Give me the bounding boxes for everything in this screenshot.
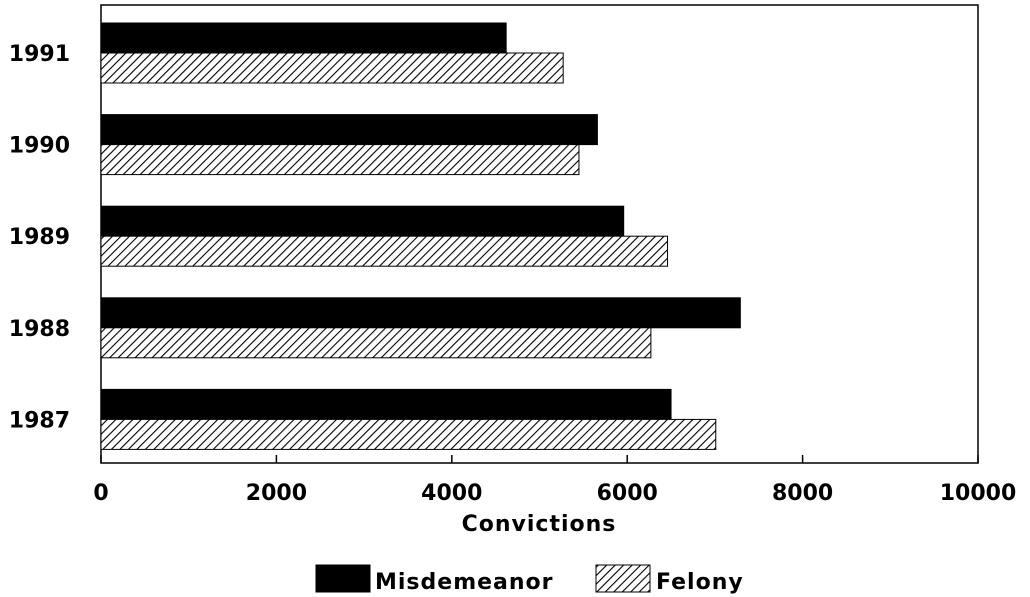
x-tick-label-4000: 4000 bbox=[421, 481, 482, 506]
bar-misdemeanor-1990 bbox=[100, 114, 598, 146]
x-tick-label-2000: 2000 bbox=[246, 481, 307, 506]
bar-felony-1987 bbox=[100, 418, 717, 450]
bar-misdemeanor-1989 bbox=[100, 205, 625, 237]
bar-misdemeanor-1991 bbox=[100, 22, 507, 54]
x-axis-title: Convictions bbox=[462, 512, 617, 537]
category-labels: 1991 1990 1989 1988 1987 bbox=[9, 42, 70, 433]
legend-swatch-felony bbox=[595, 564, 651, 593]
x-tick-label-6000: 6000 bbox=[597, 481, 658, 506]
category-label-1989: 1989 bbox=[9, 225, 70, 250]
bar-misdemeanor-1987 bbox=[100, 388, 672, 420]
x-tick-label-0: 0 bbox=[93, 481, 108, 506]
legend: Misdemeanor Felony bbox=[315, 564, 744, 595]
x-axis-ticks: 0 2000 4000 6000 8000 10000 bbox=[93, 455, 1016, 506]
bar-felony-1991 bbox=[100, 52, 564, 84]
legend-label-misdemeanor: Misdemeanor bbox=[375, 570, 554, 595]
x-tick-label-8000: 8000 bbox=[772, 481, 833, 506]
bar-felony-1989 bbox=[100, 235, 669, 267]
x-tick-label-10000: 10000 bbox=[940, 481, 1017, 506]
category-label-1990: 1990 bbox=[9, 134, 70, 159]
bar-felony-1988 bbox=[100, 327, 652, 359]
category-label-1991: 1991 bbox=[9, 42, 70, 67]
bars-group bbox=[100, 22, 741, 450]
category-label-1988: 1988 bbox=[9, 317, 70, 342]
bar-misdemeanor-1988 bbox=[100, 297, 741, 329]
legend-swatch-misdemeanor bbox=[315, 564, 371, 593]
legend-label-felony: Felony bbox=[656, 570, 744, 595]
category-label-1987: 1987 bbox=[9, 408, 70, 433]
bar-felony-1990 bbox=[100, 144, 580, 176]
